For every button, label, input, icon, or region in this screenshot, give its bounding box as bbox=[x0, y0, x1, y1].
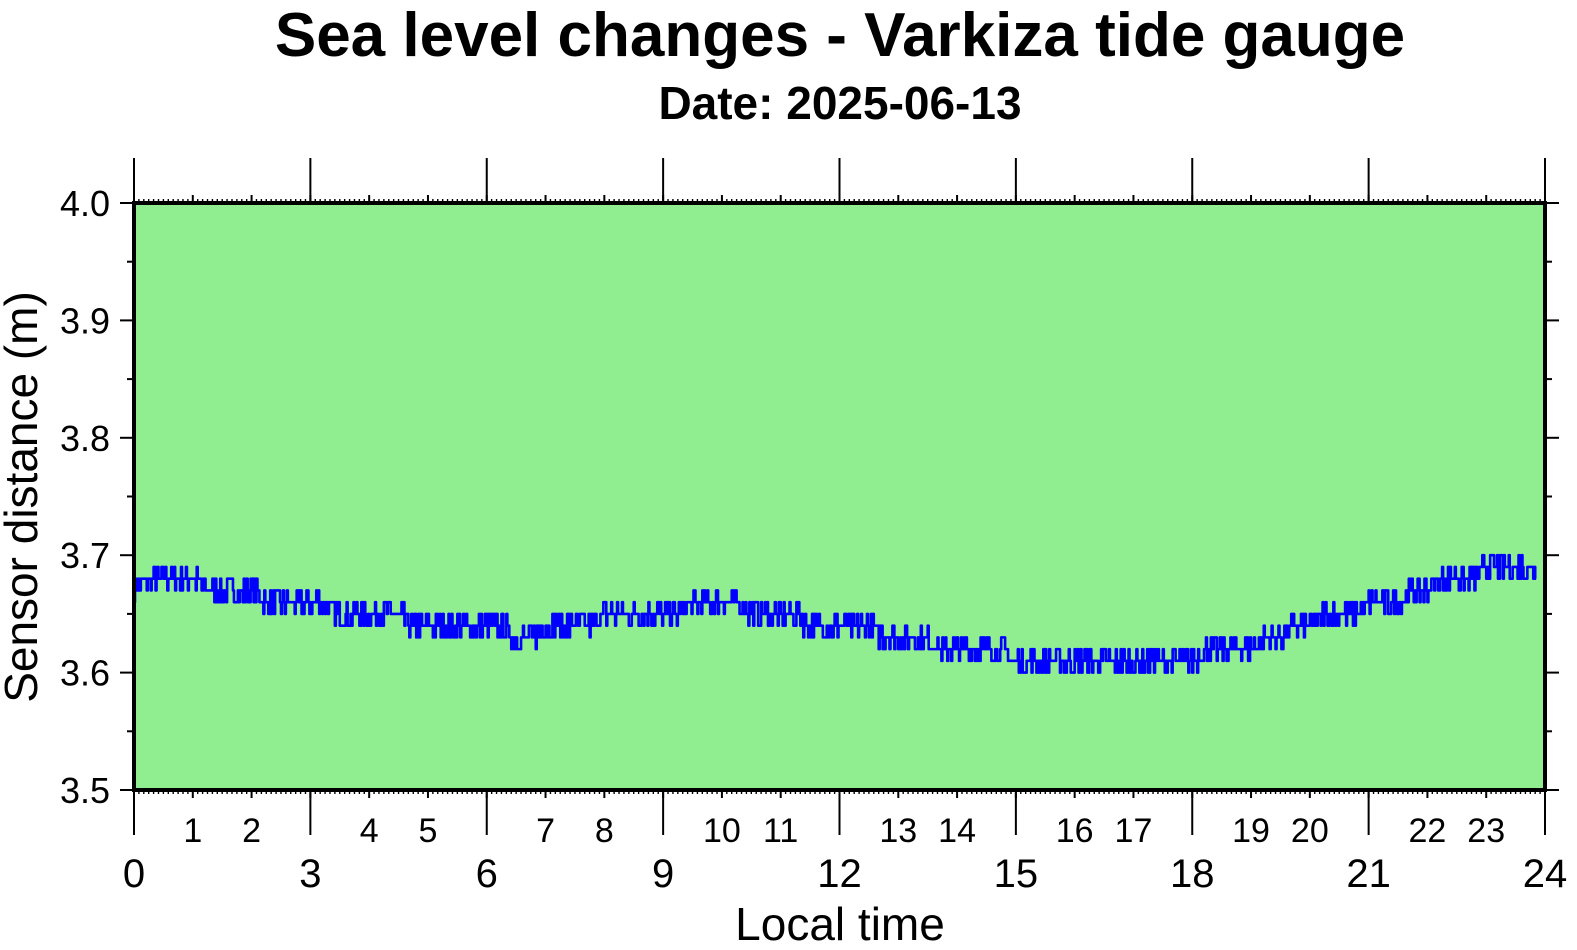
y-tick-label: 3.9 bbox=[60, 300, 110, 341]
x-major-tick-label: 3 bbox=[299, 852, 321, 896]
x-minor-tick-label: 1 bbox=[183, 812, 202, 850]
x-minor-tick-label: 11 bbox=[763, 812, 798, 850]
x-major-tick-label: 9 bbox=[652, 852, 674, 896]
series-line bbox=[133, 553, 1537, 674]
x-major-tick-label: 21 bbox=[1346, 852, 1391, 896]
x-minor-tick-label: 23 bbox=[1467, 812, 1505, 850]
plot-frame bbox=[132, 201, 1547, 792]
x-axis-label: Local time bbox=[735, 898, 945, 950]
x-major-tick-label: 6 bbox=[476, 852, 498, 896]
x-minor-tick-label: 8 bbox=[595, 812, 614, 850]
y-tick-label: 3.8 bbox=[60, 418, 110, 459]
x-major-tick-label: 0 bbox=[123, 852, 145, 896]
x-minor-tick-label: 17 bbox=[1115, 812, 1153, 850]
x-minor-tick-label: 2 bbox=[242, 812, 261, 850]
x-major-tick-label: 18 bbox=[1170, 852, 1215, 896]
y-tick-label: 3.7 bbox=[60, 535, 110, 576]
series-group bbox=[133, 553, 1537, 674]
chart-subtitle: Date: 2025-06-13 bbox=[658, 77, 1021, 129]
x-minor-tick-label: 4 bbox=[360, 812, 379, 850]
chart-title: Sea level changes - Varkiza tide gauge bbox=[275, 1, 1405, 70]
x-minor-tick-label: 19 bbox=[1232, 812, 1270, 850]
plot-area bbox=[134, 203, 1545, 790]
x-minor-tick-label: 13 bbox=[879, 812, 917, 850]
x-minor-tick-label: 10 bbox=[703, 812, 741, 850]
x-minor-tick-label: 20 bbox=[1291, 812, 1329, 850]
y-tick-label: 4.0 bbox=[60, 183, 110, 224]
y-tick-label: 3.6 bbox=[60, 653, 110, 694]
x-minor-tick-label: 16 bbox=[1056, 812, 1094, 850]
y-axis-label: Sensor distance (m) bbox=[0, 291, 47, 703]
x-minor-tick-label: 7 bbox=[536, 812, 555, 850]
x-major-tick-label: 15 bbox=[994, 852, 1039, 896]
x-minor-tick-label: 5 bbox=[418, 812, 437, 850]
x-minor-tick-label: 22 bbox=[1409, 812, 1447, 850]
x-major-tick-label: 24 bbox=[1523, 852, 1568, 896]
y-tick-label: 3.5 bbox=[60, 770, 110, 811]
x-major-tick-label: 12 bbox=[817, 852, 862, 896]
x-minor-tick-label: 14 bbox=[938, 812, 976, 850]
